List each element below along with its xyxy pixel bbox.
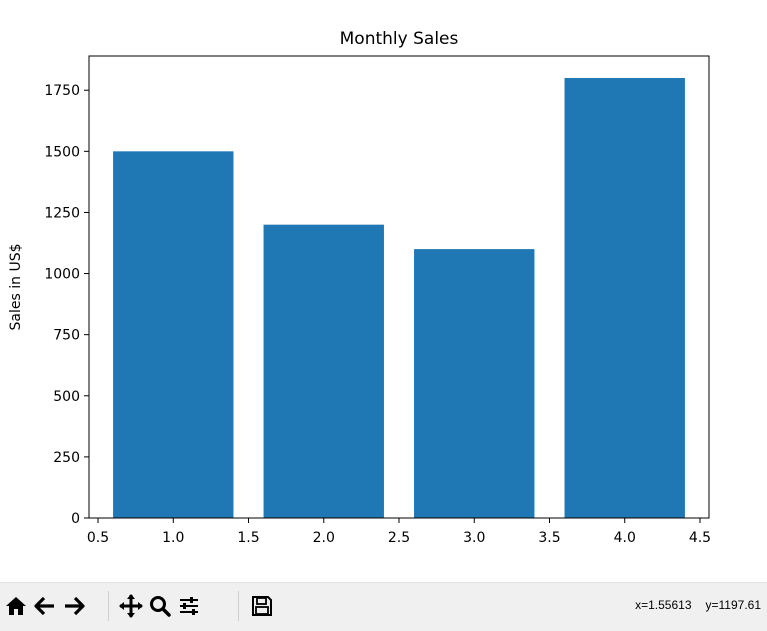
save-button[interactable] bbox=[248, 589, 275, 623]
chart-title: Monthly Sales bbox=[340, 29, 459, 49]
x-tick-label: 3.5 bbox=[538, 530, 560, 546]
cursor-coordinates: x=1.55613 y=1197.61 bbox=[635, 598, 761, 612]
bar bbox=[564, 78, 685, 518]
arrow-right-icon bbox=[64, 596, 85, 616]
y-axis-label: Sales in US$ bbox=[8, 244, 24, 331]
zoom-button[interactable] bbox=[146, 589, 173, 623]
x-tick-label: 2.0 bbox=[313, 530, 335, 546]
forward-button[interactable] bbox=[60, 589, 87, 623]
y-tick-label: 1250 bbox=[44, 205, 80, 221]
back-button[interactable] bbox=[31, 589, 58, 623]
x-tick-label: 1.0 bbox=[162, 530, 184, 546]
y-tick-label: 1500 bbox=[44, 144, 80, 160]
navigation-toolbar: x=1.55613 y=1197.61 bbox=[0, 582, 767, 631]
cursor-x-readout: x=1.55613 bbox=[635, 598, 692, 612]
home-button[interactable] bbox=[2, 589, 29, 623]
figure: Monthly Sales 0.5 1.0 1.5 2.0 2.5 3.0 3.5 4.0 4.… bbox=[8, 29, 712, 546]
x-tick-label: 4.0 bbox=[614, 530, 636, 546]
move-icon bbox=[118, 594, 143, 618]
bar bbox=[113, 151, 234, 519]
bar bbox=[263, 224, 384, 518]
home-icon bbox=[5, 597, 26, 615]
x-tick-label: 4.5 bbox=[689, 530, 711, 546]
y-tick-label: 1750 bbox=[44, 83, 80, 99]
x-tick-label: 3.0 bbox=[463, 530, 485, 546]
pan-button[interactable] bbox=[117, 589, 144, 623]
bar bbox=[414, 249, 535, 518]
toolbar-separator bbox=[238, 591, 239, 621]
x-tick-label: 1.5 bbox=[237, 530, 259, 546]
magnifier-icon bbox=[149, 596, 171, 617]
y-tick-label: 250 bbox=[53, 450, 80, 466]
y-tick-label: 500 bbox=[53, 389, 80, 405]
cursor-y-readout: y=1197.61 bbox=[705, 598, 762, 612]
x-tick-label: 0.5 bbox=[87, 530, 109, 546]
configure-subplots-button[interactable] bbox=[175, 589, 202, 623]
bar-chart: Monthly Sales 0.5 1.0 1.5 2.0 2.5 3.0 3.5 4.0 4.… bbox=[8, 29, 711, 546]
y-tick-label: 750 bbox=[53, 328, 80, 344]
y-tick-label: 1000 bbox=[44, 267, 80, 283]
x-tick-label: 2.5 bbox=[388, 530, 410, 546]
sliders-icon bbox=[179, 597, 198, 615]
toolbar-separator bbox=[108, 591, 109, 621]
floppy-disk-icon bbox=[251, 596, 272, 616]
arrow-left-icon bbox=[33, 596, 54, 616]
y-tick-label: 0 bbox=[71, 511, 80, 527]
